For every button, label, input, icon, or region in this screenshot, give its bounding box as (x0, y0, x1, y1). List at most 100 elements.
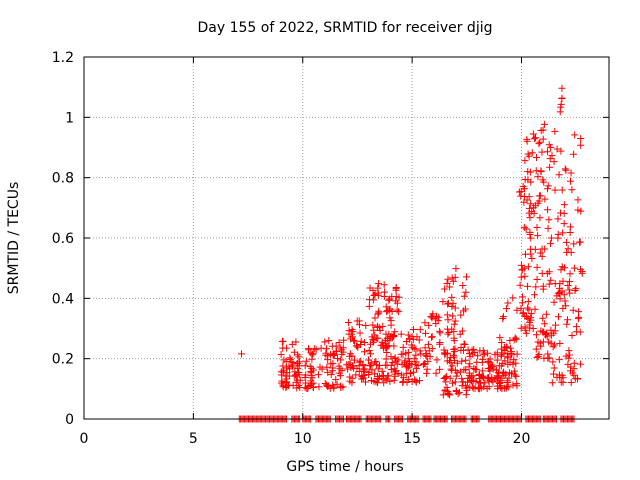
data-point (560, 291, 568, 299)
data-point (371, 370, 379, 378)
data-point (428, 314, 436, 322)
data-point (428, 345, 436, 353)
data-point (392, 285, 400, 293)
data-point (460, 366, 468, 374)
data-point (358, 373, 366, 381)
data-point (443, 279, 451, 287)
data-point (574, 196, 582, 204)
data-point (557, 209, 565, 217)
data-point (348, 379, 356, 387)
data-point (481, 379, 489, 387)
data-point (417, 350, 425, 358)
data-point (422, 351, 430, 359)
data-point (442, 378, 450, 386)
data-point (365, 296, 373, 304)
data-point (463, 378, 471, 386)
data-point (360, 365, 368, 373)
data-point (461, 340, 469, 348)
data-point (510, 356, 518, 364)
data-point (537, 327, 545, 335)
data-point (570, 264, 578, 272)
data-point (476, 375, 484, 383)
data-point (569, 306, 577, 314)
data-point (452, 372, 460, 380)
data-point (416, 326, 424, 334)
data-point (511, 371, 519, 379)
data-point (410, 355, 418, 363)
data-point (524, 304, 532, 312)
data-point (442, 350, 450, 358)
data-point (388, 293, 396, 301)
data-point (471, 365, 479, 373)
data-point (307, 368, 315, 376)
data-point (450, 320, 458, 328)
data-point (460, 292, 468, 300)
data-point (324, 368, 332, 376)
data-point (524, 176, 532, 184)
data-point (521, 323, 529, 331)
data-point (330, 351, 338, 359)
data-point (351, 356, 359, 364)
data-point (539, 126, 547, 134)
data-point (451, 273, 459, 281)
data-point (546, 163, 554, 171)
data-point (558, 186, 566, 194)
data-point (516, 281, 524, 289)
data-point (384, 372, 392, 380)
data-point (370, 326, 378, 334)
data-point (332, 376, 340, 384)
y-axis-title: SRMTID / TECUs (6, 182, 22, 295)
data-point (562, 352, 570, 360)
data-point (465, 369, 473, 377)
data-point (525, 306, 533, 314)
data-point (517, 261, 525, 269)
data-point (332, 342, 340, 350)
data-point (544, 182, 552, 190)
data-point (334, 354, 342, 362)
data-point (372, 378, 380, 386)
data-point (389, 333, 397, 341)
data-point (362, 378, 369, 386)
data-point (564, 245, 572, 253)
data-point (566, 229, 574, 237)
data-point (500, 313, 508, 321)
data-point (315, 383, 323, 391)
grid (84, 57, 609, 419)
data-point (566, 270, 574, 278)
data-point (577, 207, 585, 215)
data-point (316, 363, 324, 371)
data-point (527, 316, 535, 324)
data-point (404, 375, 412, 383)
data-point (562, 302, 570, 310)
data-point (302, 371, 310, 379)
data-point (391, 328, 399, 336)
data-point (495, 380, 503, 388)
data-point (383, 349, 391, 357)
data-point (373, 322, 381, 330)
data-point (509, 381, 517, 389)
data-point (348, 352, 356, 360)
data-point (448, 325, 456, 333)
data-point (558, 84, 566, 92)
x-tick-label: 5 (189, 431, 198, 447)
data-point (395, 293, 403, 301)
data-point (390, 376, 398, 384)
data-point (539, 285, 547, 293)
data-point (376, 362, 384, 370)
data-point (570, 240, 578, 248)
x-tick-label: 20 (513, 431, 531, 447)
data-point (549, 343, 557, 351)
data-point (566, 367, 574, 375)
data-point (547, 234, 555, 242)
data-point (542, 310, 550, 318)
data-point (457, 311, 465, 319)
data-point (284, 382, 292, 390)
data-point (548, 152, 556, 160)
data-point (556, 295, 564, 303)
data-point (428, 333, 436, 341)
data-point (456, 368, 464, 376)
data-point (554, 289, 562, 297)
data-point (455, 388, 463, 396)
y-tick-label: 1.2 (52, 50, 74, 66)
data-point (530, 291, 538, 299)
